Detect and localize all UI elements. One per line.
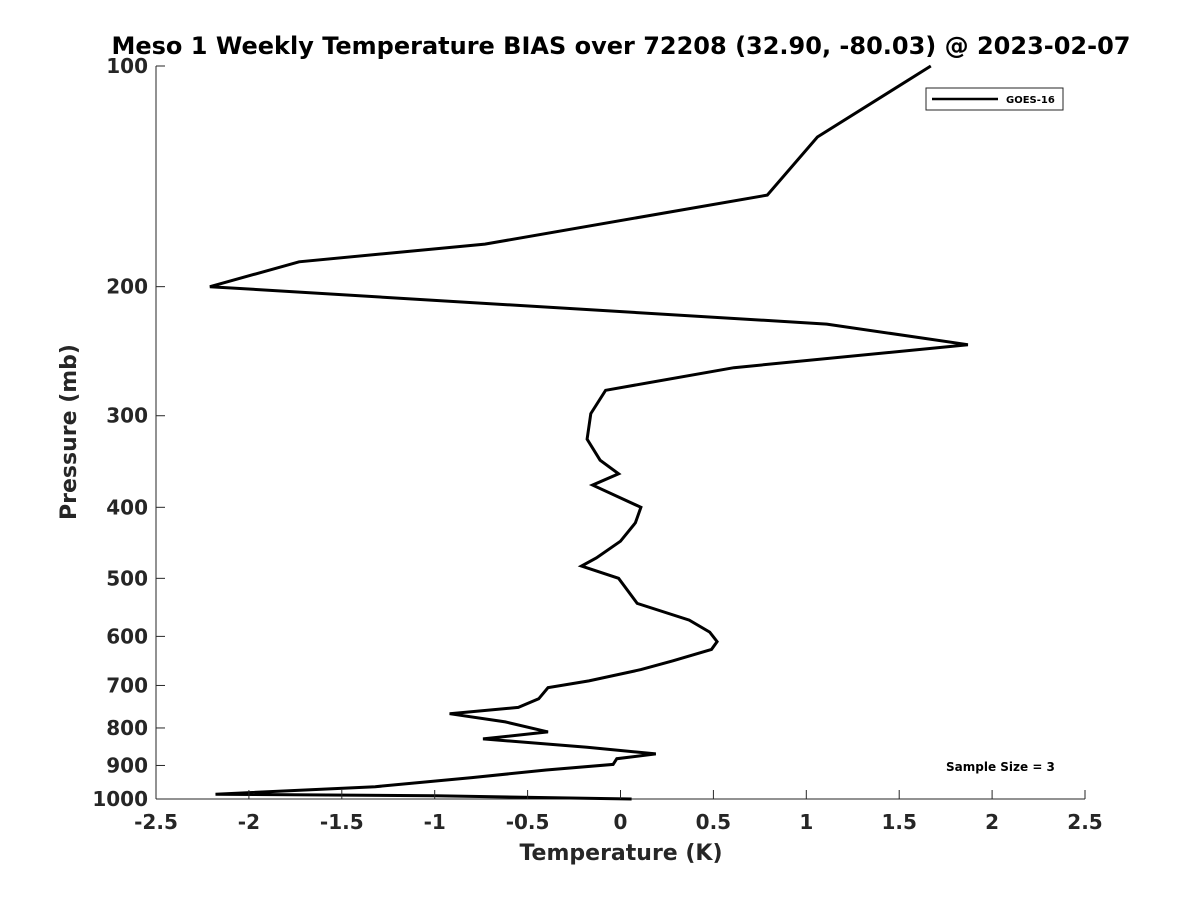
legend: GOES-16 [925,87,1064,111]
x-tick-label: -2.5 [134,810,178,834]
x-tick-label: 2.5 [1067,810,1102,834]
y-tick-label: 300 [106,404,148,428]
y-tick-label: 800 [106,716,148,740]
series-line-goes-16 [209,64,969,801]
y-tick-label: 500 [106,566,148,590]
x-tick-label: -1 [424,810,446,834]
plot-area [155,66,1085,800]
chart-title: Meso 1 Weekly Temperature BIAS over 7220… [111,32,1130,60]
x-tick-label: -1.5 [320,810,364,834]
axis-ticks: -2.5 -2 -1.5 -1 -0.5 0 0.5 1 1.5 2 2.5 100 200 300 400… [92,54,1102,834]
x-tick-label: 0.5 [696,810,731,834]
y-tick-label: 100 [106,54,148,78]
series-layer [209,64,969,801]
x-tick-label: 0 [614,810,628,834]
x-tick-label: 1.5 [881,810,916,834]
y-axis-label: Pressure (mb) [57,344,82,520]
x-axis-label: Temperature (K) [519,841,722,866]
legend-label-goes-16: GOES-16 [1006,95,1055,106]
y-tick-label: 700 [106,673,148,697]
y-tick-label: 1000 [92,787,148,811]
y-tick-label: 400 [106,495,148,519]
y-tick-label: 200 [106,275,148,299]
sample-size-annotation: Sample Size = 3 [946,760,1055,774]
y-tick-label: 600 [106,624,148,648]
y-tick-label: 900 [106,753,148,777]
x-tick-label: 1 [799,810,813,834]
x-tick-label: -0.5 [506,810,550,834]
x-tick-label: 2 [985,810,999,834]
x-tick-label: -2 [238,810,260,834]
